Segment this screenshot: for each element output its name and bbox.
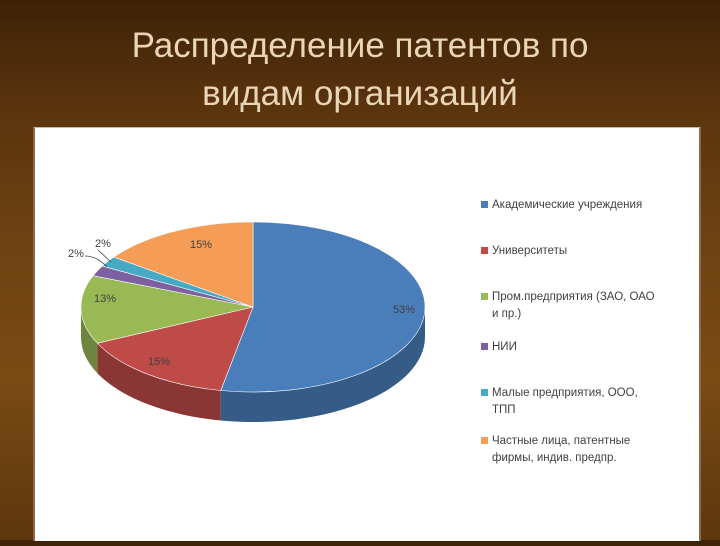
legend-swatch-4 <box>481 343 488 350</box>
legend-swatch-5 <box>481 389 488 396</box>
slide-title: Распределение патентов по видам организа… <box>40 22 680 118</box>
legend-label-3: Пром.предприятия (ЗАО, ОАО и пр.) <box>492 291 655 320</box>
legend-label-1: Академические учреждения <box>492 199 642 211</box>
legend-label-4: НИИ <box>492 341 517 353</box>
legend-swatch-1 <box>481 201 488 208</box>
pie-side-walls <box>81 307 425 422</box>
leader-line-nii <box>84 255 108 268</box>
data-label-5: 2% <box>95 238 111 250</box>
slide-title-line-1: Распределение патентов по <box>131 26 589 65</box>
pie-slice-6 <box>113 221 254 308</box>
chart-frame: 53% 15% 13% 2% 2% 15% Академические учреждения… <box>33 127 701 541</box>
pie-slice-3 <box>80 275 254 344</box>
pie-top-faces <box>80 221 426 393</box>
data-label-6: 15% <box>190 239 212 251</box>
leader-line-small-firms <box>97 249 112 263</box>
legend-swatch-3 <box>481 293 488 300</box>
legend-label-5: Малые предприятия, ООО, ТПП <box>492 387 638 416</box>
pie-chart: 53% 15% 13% 2% 2% 15% Академические учреждения… <box>68 199 655 464</box>
data-label-4: 2% <box>68 248 84 260</box>
legend-label-6: Частные лица, патентные фирмы, индив. пре… <box>492 435 630 464</box>
pie-side-1 <box>220 307 425 422</box>
pie-side-3 <box>81 307 98 374</box>
pie-side-2 <box>97 343 221 421</box>
legend-label-2: Университеты <box>492 245 567 257</box>
slide-title-line-2: видам организаций <box>202 74 518 113</box>
legend-swatch-6 <box>481 437 488 444</box>
legend-swatch-2 <box>481 247 488 254</box>
data-label-1: 53% <box>393 304 415 316</box>
pie-slice-1 <box>220 221 426 393</box>
pie-slice-2 <box>96 306 254 391</box>
chart-legend: Академические учреждения Университеты Пром… <box>481 199 655 464</box>
data-label-2: 15% <box>148 356 170 368</box>
data-label-3: 13% <box>94 293 116 305</box>
